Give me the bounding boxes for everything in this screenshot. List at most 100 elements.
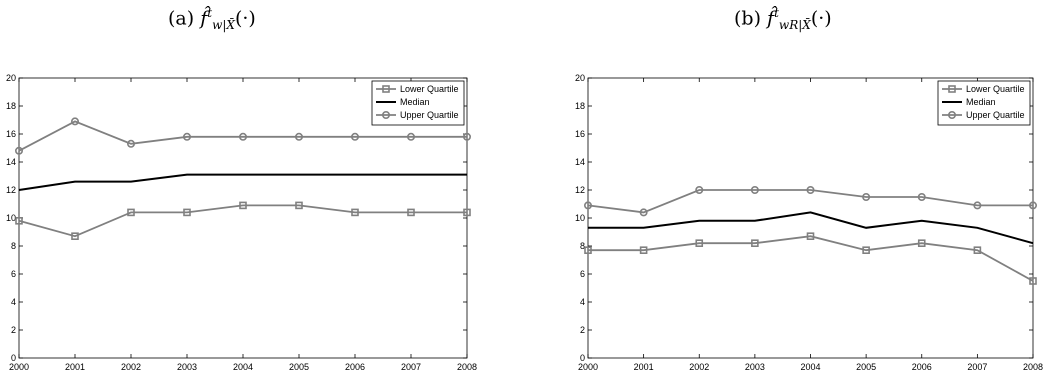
data-point	[917, 239, 926, 247]
chart-panel-a: 0 2 4 6 8 10 12 14 16 18 20 2000 2001 2002 2003 2004 200…	[6, 73, 477, 372]
legend: Lower Quartile Median Upper Quartile	[371, 80, 465, 126]
y-tick-label: 2	[580, 325, 585, 335]
y-tick-label: 6	[580, 269, 585, 279]
data-point	[127, 208, 135, 217]
data-point	[239, 201, 247, 210]
chart-panel-b: 0 2 4 6 8 10 12 14 16 18 20 2000 2001 2002 2003 2004 200…	[575, 73, 1043, 372]
y-tick-label: 18	[6, 101, 16, 111]
data-point	[862, 193, 871, 202]
y-tick-label: 12	[575, 185, 585, 195]
legend-label: Lower Quartile	[966, 84, 1025, 94]
y-tick-label: 20	[6, 73, 16, 83]
data-point	[1029, 201, 1038, 210]
data-point	[15, 217, 23, 225]
y-tick-label: 6	[11, 269, 16, 279]
series-line	[18, 120, 467, 152]
data-point	[350, 132, 359, 141]
y-tick-label: 14	[575, 157, 585, 167]
data-point	[917, 193, 926, 202]
series-upper-quartile	[15, 117, 471, 155]
y-tick-label: 12	[6, 185, 16, 195]
data-point	[351, 208, 359, 217]
x-tick-label: 2007	[401, 362, 421, 372]
y-tick-label: 8	[580, 241, 585, 251]
series-line	[588, 235, 1034, 282]
data-point	[750, 186, 759, 195]
y-tick-label: 2	[11, 325, 16, 335]
data-point	[183, 208, 191, 217]
data-point	[751, 239, 759, 247]
panel-b-title-sub: wR|X̄	[778, 18, 811, 33]
legend-marker	[947, 111, 956, 120]
panel-b-title-suffix: (·)	[810, 7, 832, 30]
panel-b-title-prefix: (b)	[734, 7, 761, 30]
series-line	[18, 173, 467, 191]
y-tick-label: 18	[575, 101, 585, 111]
data-point	[806, 232, 815, 240]
data-point	[127, 139, 136, 148]
x-tick-label: 2001	[634, 362, 654, 372]
data-point	[639, 208, 648, 217]
x-tick-label: 2008	[457, 362, 477, 372]
panel-b-title-base: f̂	[767, 7, 775, 30]
panel-a-title-base: f̂	[200, 7, 208, 30]
x-tick-label: 2006	[345, 362, 365, 372]
x-tick-label: 2006	[912, 362, 932, 372]
data-point	[239, 132, 248, 141]
data-point	[463, 208, 471, 217]
y-tick-label: 14	[6, 157, 16, 167]
data-point	[695, 186, 704, 195]
x-tick-label: 2002	[121, 362, 141, 372]
data-point	[406, 132, 415, 141]
data-point	[583, 201, 592, 210]
x-tick-label: 2001	[65, 362, 85, 372]
data-point	[584, 246, 592, 254]
panel-b-title: (b) f̂twR|X̄(·)	[734, 6, 832, 32]
y-tick-label: 20	[575, 73, 585, 83]
series-lower-quartile	[584, 232, 1037, 285]
x-tick-label: 2000	[578, 362, 598, 372]
x-tick-label: 2004	[800, 362, 820, 372]
x-tick-label: 2002	[689, 362, 709, 372]
x-tick-label: 2004	[233, 362, 253, 372]
panel-a-title-sup: t	[207, 6, 213, 20]
y-tick-label: 0	[580, 353, 585, 363]
x-tick-label: 2005	[289, 362, 309, 372]
data-point	[1029, 277, 1037, 285]
x-tick-label: 2003	[745, 362, 765, 372]
panel-a-title-prefix: (a)	[168, 7, 195, 30]
y-tick-label: 16	[6, 129, 16, 139]
data-point	[695, 239, 704, 247]
data-point	[15, 146, 24, 155]
x-tick-label: 2005	[856, 362, 876, 372]
data-point	[407, 208, 415, 217]
panel-a-title: (a) f̂tw|X̄(·)	[168, 6, 256, 32]
data-point	[71, 117, 80, 126]
legend-marker	[381, 111, 390, 120]
data-point	[806, 186, 815, 195]
legend-marker	[382, 85, 390, 93]
data-point	[639, 246, 648, 254]
series-upper-quartile	[583, 186, 1038, 217]
data-point	[973, 246, 982, 254]
panel-b-title-sup: t	[774, 6, 779, 20]
legend-label: Upper Quartile	[400, 110, 459, 120]
series-line	[587, 189, 1033, 214]
data-point	[183, 132, 192, 141]
legend-label: Median	[966, 97, 996, 107]
x-tick-label: 2003	[177, 362, 197, 372]
y-tick-label: 16	[575, 129, 585, 139]
y-tick-label: 8	[11, 241, 16, 251]
series-line	[588, 211, 1034, 245]
data-point	[294, 132, 303, 141]
x-tick-label: 2007	[967, 362, 987, 372]
panel-a-title-sub: w|X̄	[212, 18, 235, 33]
data-point	[462, 132, 471, 141]
data-point	[71, 232, 79, 240]
legend-label: Lower Quartile	[400, 84, 459, 94]
legend-label: Median	[400, 97, 430, 107]
x-tick-label: 2000	[9, 362, 29, 372]
series-median	[588, 211, 1034, 245]
y-tick-label: 0	[11, 353, 16, 363]
